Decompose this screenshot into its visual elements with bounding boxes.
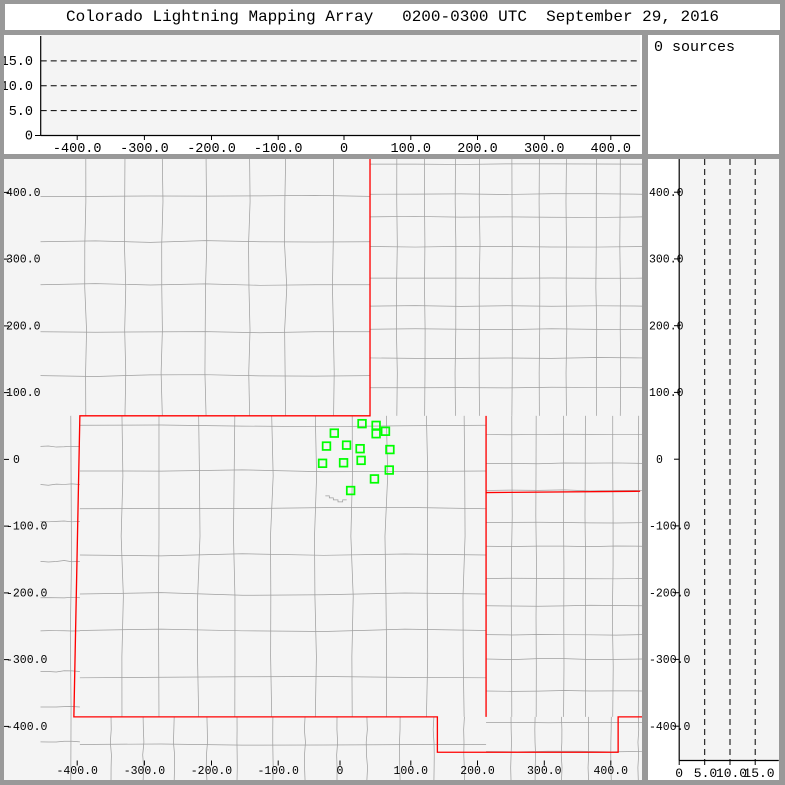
svg-text:400.0: 400.0 <box>649 187 684 200</box>
svg-text:400.0: 400.0 <box>6 187 41 200</box>
svg-text:-400.0: -400.0 <box>53 142 102 154</box>
svg-text:0: 0 <box>13 454 20 467</box>
svg-text:5.0: 5.0 <box>9 105 33 120</box>
svg-text:10.0: 10.0 <box>4 80 33 95</box>
svg-text:-300.0: -300.0 <box>120 142 169 154</box>
svg-text:-100.0: -100.0 <box>649 521 691 534</box>
svg-text:0: 0 <box>656 454 663 467</box>
svg-text:100.0: 100.0 <box>649 387 684 400</box>
svg-text:200.0: 200.0 <box>649 320 684 333</box>
svg-text:100.0: 100.0 <box>394 765 429 778</box>
svg-text:0: 0 <box>340 142 348 154</box>
svg-text:100.0: 100.0 <box>6 387 41 400</box>
svg-text:-300.0: -300.0 <box>6 654 48 667</box>
svg-text:300.0: 300.0 <box>649 254 684 267</box>
svg-text:200.0: 200.0 <box>457 142 498 154</box>
svg-text:-100.0: -100.0 <box>254 142 303 154</box>
svg-text:200.0: 200.0 <box>6 321 41 334</box>
svg-text:-200.0: -200.0 <box>191 765 233 778</box>
svg-text:-400.0: -400.0 <box>56 765 98 778</box>
svg-text:-200.0: -200.0 <box>187 142 236 154</box>
svg-text:0: 0 <box>675 766 683 780</box>
svg-text:0: 0 <box>337 765 344 778</box>
svg-text:400.0: 400.0 <box>591 142 632 154</box>
svg-text:300.0: 300.0 <box>527 765 562 778</box>
svg-text:15.0: 15.0 <box>4 55 33 70</box>
svg-text:-400.0: -400.0 <box>6 721 48 734</box>
svg-text:-100.0: -100.0 <box>6 521 48 534</box>
svg-text:100.0: 100.0 <box>391 142 432 154</box>
svg-text:400.0: 400.0 <box>594 765 629 778</box>
svg-text:300.0: 300.0 <box>524 142 565 154</box>
svg-text:-100.0: -100.0 <box>257 765 299 778</box>
svg-text:-200.0: -200.0 <box>649 587 691 600</box>
svg-text:5.0: 5.0 <box>694 766 717 780</box>
svg-text:300.0: 300.0 <box>6 254 41 267</box>
svg-text:-300.0: -300.0 <box>649 654 691 667</box>
svg-text:-300.0: -300.0 <box>124 765 166 778</box>
svg-text:-200.0: -200.0 <box>6 588 48 601</box>
svg-text:15.0: 15.0 <box>743 766 774 780</box>
svg-text:0: 0 <box>25 130 33 145</box>
svg-text:200.0: 200.0 <box>460 765 495 778</box>
svg-text:-400.0: -400.0 <box>649 721 691 734</box>
